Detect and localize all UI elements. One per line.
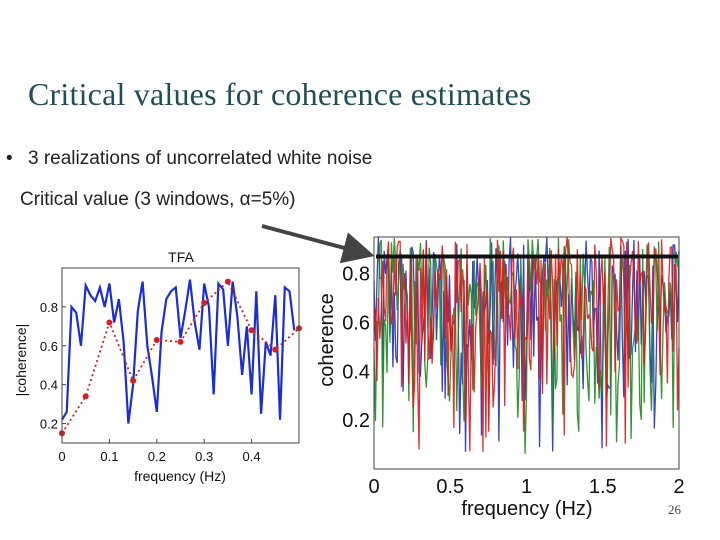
page-number: 26 [668,502,681,517]
coherence-xtick-label: 1.5 [589,476,617,498]
critical-value-label: Critical value (3 windows, α=5%) [20,189,296,210]
tfa-estimate-point [177,338,184,345]
tfa-ytick-label: 0.2 [40,417,58,432]
tfa-xtick-label: 0.1 [100,449,118,464]
bullet-item: • 3 realizations of uncorrelated white no… [6,148,372,170]
tfa-estimate-point [130,377,137,384]
critical-arrow-icon [261,224,375,264]
coherence-xtick-label: 0 [368,476,379,498]
coherence-xtick-label: 1 [521,476,532,498]
tfa-estimate-point [82,393,89,400]
coherence-ytick-label: 0.8 [342,264,370,286]
tfa-chart-xlabel: frequency (Hz) [134,468,226,484]
coherence-realization-line [373,235,680,452]
tfa-estimate-point [272,346,279,353]
bullet-text: 3 realizations of uncorrelated white noi… [28,148,373,169]
tfa-estimate-point [201,300,208,306]
slide-title: Critical values for coherence estimates [28,76,532,112]
coherence-chart-frame [373,236,680,470]
coherence-xtick-label: 0.5 [436,476,464,498]
tfa-estimate-point [248,327,255,334]
tfa-ytick-label: 0.4 [40,378,58,393]
coherence-ytick-label: 0.2 [342,410,370,432]
tfa-xtick-label: 0.2 [148,449,166,464]
tfa-chart-ylabel: |coherence| [13,324,29,397]
tfa-xtick-label: 0 [58,449,65,464]
tfa-ytick-label: 0.8 [40,300,58,315]
coherence-chart-ylabel: coherence [316,293,338,386]
tfa-estimate-point [224,278,231,285]
coherence-ytick-label: 0.4 [342,361,370,383]
tfa-chart: TFA |coherence| frequency (Hz) 0 0.1 0.2 0.… [13,249,302,484]
tfa-chart-frame [61,267,300,444]
tfa-chart-title: TFA [168,249,194,265]
bullet-dot-icon: • [6,148,13,169]
tfa-estimate-point [106,319,113,326]
coherence-chart-xlabel: frequency (Hz) [461,498,592,520]
tfa-xtick-label: 0.4 [243,449,261,464]
tfa-estimate-point [153,336,160,343]
tfa-estimate-line [61,280,300,434]
coherence-chart: coherence frequency (Hz) 0 0.5 1 1.5 2 0.2 0.4… [316,235,685,520]
tfa-ytick-label: 0.6 [40,339,58,354]
coherence-xtick-label: 2 [673,476,684,498]
tfa-xtick-label: 0.3 [195,449,213,464]
tfa-coherence-line [61,279,296,424]
coherence-ytick-label: 0.6 [342,312,370,334]
